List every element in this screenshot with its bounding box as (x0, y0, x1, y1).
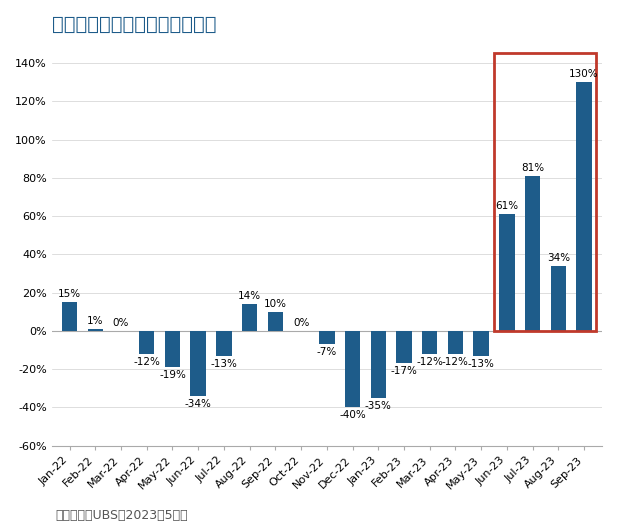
Bar (473, 331, 489, 356)
Text: 61%: 61% (495, 201, 518, 211)
Text: 130%: 130% (569, 69, 599, 79)
Bar (499, 214, 515, 331)
Text: 81%: 81% (521, 163, 544, 173)
Text: 1%: 1% (87, 316, 104, 326)
Bar (422, 331, 437, 354)
Text: 資料來源：UBS，2023年5月。: 資料來源：UBS，2023年5月。 (56, 509, 188, 522)
Bar (216, 331, 231, 356)
Bar (371, 331, 386, 398)
Text: -17%: -17% (391, 366, 417, 376)
Bar (165, 331, 180, 367)
Text: 圖四：半導體生產設備貿易差額: 圖四：半導體生產設備貿易差額 (52, 15, 216, 34)
Text: -35%: -35% (365, 401, 392, 411)
Bar (88, 329, 103, 331)
Bar (396, 331, 412, 364)
Text: 10%: 10% (264, 299, 287, 309)
Bar (525, 176, 540, 331)
Text: -19%: -19% (159, 370, 186, 380)
Text: -12%: -12% (416, 357, 443, 367)
Text: -7%: -7% (317, 347, 337, 357)
Bar (319, 331, 334, 344)
Text: -13%: -13% (210, 359, 238, 369)
Text: 0%: 0% (113, 318, 129, 328)
Text: -12%: -12% (133, 357, 160, 367)
Text: -12%: -12% (442, 357, 469, 367)
Bar (242, 304, 257, 331)
Text: 34%: 34% (547, 253, 570, 263)
Bar (191, 331, 206, 396)
Bar (62, 302, 77, 331)
Bar (345, 331, 360, 407)
Bar (448, 331, 463, 354)
Text: 14%: 14% (238, 291, 261, 301)
Text: -13%: -13% (468, 359, 495, 369)
Bar (268, 312, 283, 331)
Text: -34%: -34% (184, 399, 212, 409)
Bar (576, 82, 592, 331)
Bar (139, 331, 154, 354)
Bar (550, 266, 566, 331)
Text: 15%: 15% (58, 289, 81, 299)
Text: 0%: 0% (293, 318, 309, 328)
Text: -40%: -40% (339, 411, 366, 421)
